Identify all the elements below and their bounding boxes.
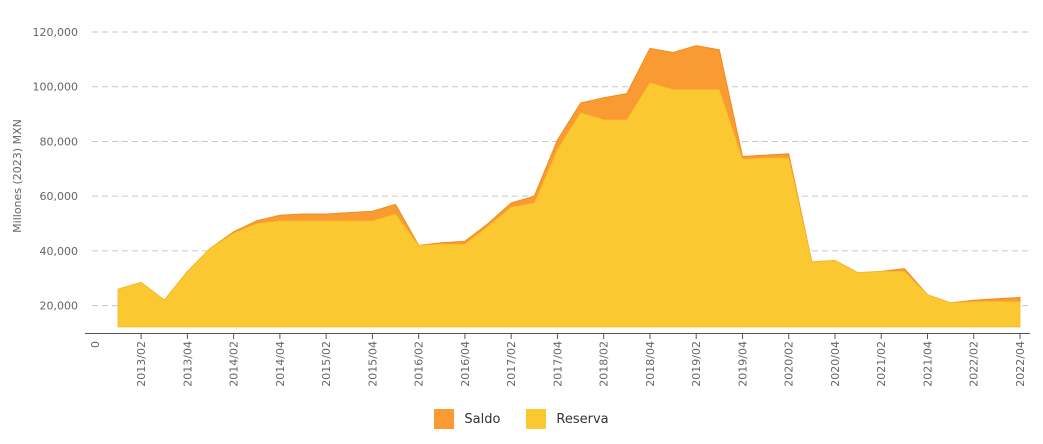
x-tick-label: 2013/02 xyxy=(135,341,148,387)
y-tick-label: 40,000 xyxy=(40,245,79,258)
x-tick-label: 2016/04 xyxy=(459,341,472,387)
x-tick-label: 2017/04 xyxy=(551,341,564,387)
legend: Saldo Reserva xyxy=(0,406,1043,432)
area-reserva xyxy=(117,82,1021,328)
legend-swatch-saldo xyxy=(434,409,455,429)
y-axis-title: Millones (2023) MXN xyxy=(11,119,24,233)
legend-item-saldo[interactable]: Saldo xyxy=(434,406,500,432)
x-tick-label: 2022/02 xyxy=(968,341,981,387)
legend-label-reserva: Reserva xyxy=(556,411,609,427)
y-tick-label: 60,000 xyxy=(40,190,79,203)
x-tick-label: 2014/02 xyxy=(228,341,241,387)
x-tick-label: 2019/02 xyxy=(690,341,703,387)
x-tick-label: 2019/04 xyxy=(737,341,750,387)
y-tick-label: 80,000 xyxy=(40,135,79,148)
y-tick-label: 20,000 xyxy=(40,300,79,313)
x-tick-label: 2018/02 xyxy=(598,341,611,387)
x-tick-label: 2022/04 xyxy=(1014,341,1027,387)
x-tick-label: 2020/04 xyxy=(829,341,842,387)
x-tick-label: 2014/04 xyxy=(274,341,287,387)
x-tick-label: 2020/02 xyxy=(783,341,796,387)
legend-label-saldo: Saldo xyxy=(464,411,501,427)
stacked-area-chart: 20,000 40,000 60,000 80,000 100,000 120,000 Mi… xyxy=(11,26,1030,387)
y-tick-label: 100,000 xyxy=(33,81,79,94)
x-tick-label: 2021/04 xyxy=(922,341,935,387)
x-tick-label: 2016/02 xyxy=(413,341,426,387)
x-tick-label: 2015/02 xyxy=(320,341,333,387)
x-tick-label: 2018/04 xyxy=(644,341,657,387)
y-tick-label: 120,000 xyxy=(33,26,79,39)
x-tick-label: 2015/04 xyxy=(366,341,379,387)
legend-swatch-reserva xyxy=(526,409,547,429)
legend-item-reserva[interactable]: Reserva xyxy=(526,406,609,432)
x-tick-label: 2021/02 xyxy=(875,341,888,387)
x-zero-label: 0 xyxy=(89,341,102,348)
x-tick-label: 2013/04 xyxy=(181,341,194,387)
x-tick-label: 2017/02 xyxy=(505,341,518,387)
